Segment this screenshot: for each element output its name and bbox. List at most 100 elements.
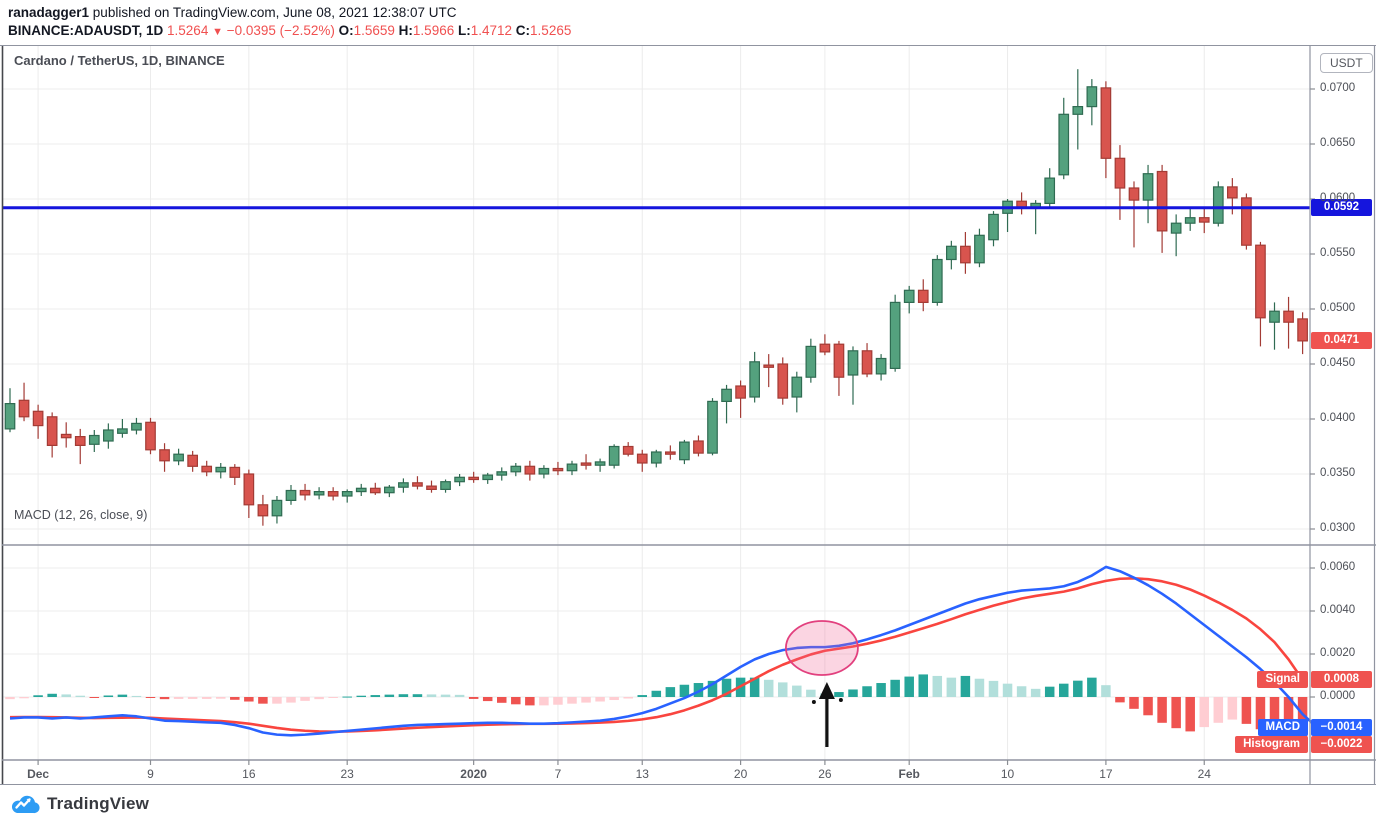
candle-body	[299, 489, 311, 496]
logo-text: TradingView	[47, 794, 150, 813]
histogram-bar	[131, 695, 142, 697]
histogram-bar	[440, 694, 451, 697]
histogram-bar	[721, 678, 732, 697]
symbol-label: BINANCE:ADAUSDT, 1D	[8, 23, 164, 38]
candle-body	[1198, 217, 1210, 223]
price-axis-label: 0.0350	[1320, 467, 1356, 479]
histogram-bar	[426, 694, 437, 697]
candle-body	[931, 258, 943, 304]
histogram-bar	[1213, 697, 1224, 723]
histogram-bar	[1016, 686, 1027, 697]
candle-body	[159, 449, 170, 462]
symbol-quote-row: BINANCE:ADAUSDT, 1D 1.5264 ▼ −0.0395 (−2…	[8, 23, 571, 38]
candle-body	[201, 465, 213, 473]
tradingview-cloud-icon	[11, 795, 40, 814]
time-axis-label: 20	[733, 767, 748, 781]
histogram-bar	[651, 690, 662, 697]
price-axis-label: 0.0400	[1320, 412, 1356, 424]
candle-body	[454, 476, 465, 483]
macd-pane-title: MACD (12, 26, close, 9)	[14, 508, 148, 522]
candle-body	[580, 462, 592, 466]
histogram-bar	[539, 697, 549, 706]
histogram-bar	[89, 697, 100, 698]
histogram-bar	[904, 676, 914, 697]
candle-body	[1241, 197, 1252, 246]
histogram-bar	[159, 697, 170, 700]
candle-body	[889, 301, 901, 369]
signal-name-tag: Signal	[1257, 671, 1308, 689]
histogram-bar	[1241, 697, 1252, 724]
candle-body	[805, 345, 817, 378]
candle-body	[187, 454, 198, 467]
candle-body	[974, 234, 985, 264]
histogram-bar	[1101, 685, 1111, 697]
histogram-bar	[117, 694, 128, 697]
histogram-bar	[595, 697, 605, 702]
histogram-bar	[1059, 683, 1069, 697]
histogram-bar	[1185, 697, 1195, 732]
candle-body	[1142, 173, 1154, 201]
histogram-bar	[960, 675, 971, 697]
arrow-annotation-head[interactable]	[818, 682, 835, 699]
macd-axis-label: 0.0040	[1320, 604, 1356, 616]
histogram-bar	[1087, 677, 1097, 697]
price-axis-label: 0.0650	[1320, 137, 1356, 149]
candle-body	[636, 453, 648, 464]
candle-body	[60, 433, 72, 439]
tradingview-logo[interactable]: TradingView	[10, 791, 149, 817]
low-value: 1.4712	[470, 23, 513, 38]
candle-body	[1086, 86, 1098, 108]
candle-body	[355, 487, 367, 493]
macd-axis-label: 0.0020	[1320, 647, 1356, 659]
publish-text: published on TradingView.com, June 08, 2…	[89, 5, 457, 20]
high-label: H:	[398, 23, 413, 38]
histogram-bar	[1073, 680, 1083, 697]
candle-body	[327, 491, 339, 497]
histogram-value-tag: −0.0022	[1311, 735, 1372, 753]
candle-body	[46, 416, 58, 446]
histogram-bar	[1115, 697, 1125, 703]
histogram-bar	[1129, 697, 1139, 709]
histogram-bar	[468, 697, 479, 699]
footer: TradingView	[0, 785, 1376, 823]
chart-canvas[interactable]	[0, 45, 1376, 785]
candle-body	[622, 445, 634, 455]
histogram-bar	[342, 696, 352, 698]
time-axis-label: 26	[818, 767, 832, 781]
candle-body	[721, 388, 732, 402]
histogram-bar	[679, 684, 690, 697]
close-value: 1.5265	[530, 23, 572, 38]
macd-line	[9, 565, 1318, 737]
low-label: L:	[457, 23, 471, 38]
chart-area[interactable]: Cardano / TetherUS, 1D, BINANCE MACD (12…	[0, 45, 1376, 785]
histogram-bar	[581, 697, 591, 703]
histogram-bar	[1269, 697, 1280, 735]
candle-body	[440, 481, 451, 491]
candle-body	[229, 466, 241, 478]
candle-body	[285, 489, 297, 501]
histogram-bar	[1030, 688, 1041, 697]
time-axis-label: 16	[242, 767, 256, 781]
histogram-bar	[5, 697, 15, 700]
candle-body	[1212, 186, 1224, 224]
histogram-bar	[33, 695, 43, 697]
currency-badge[interactable]: USDT	[1320, 53, 1373, 73]
price-axis-label: 0.0600	[1320, 192, 1356, 204]
candle-body	[664, 451, 676, 455]
histogram-bar	[525, 697, 535, 706]
candle-body	[4, 403, 16, 430]
histogram-bar	[201, 697, 212, 699]
histogram-bar	[328, 697, 338, 698]
histogram-bar	[314, 697, 324, 700]
histogram-bar	[1199, 697, 1209, 728]
price-pane-title: Cardano / TetherUS, 1D, BINANCE	[14, 53, 225, 68]
highlight-ellipse-annotation[interactable]	[785, 620, 859, 676]
candle-body	[819, 343, 831, 353]
histogram-bar	[47, 693, 57, 697]
histogram-bar	[19, 697, 29, 699]
time-axis-label: Dec	[27, 767, 50, 781]
candle-body	[341, 491, 353, 497]
time-axis-label: 23	[340, 767, 354, 781]
candle-body	[510, 465, 522, 473]
histogram-bar	[356, 695, 366, 697]
